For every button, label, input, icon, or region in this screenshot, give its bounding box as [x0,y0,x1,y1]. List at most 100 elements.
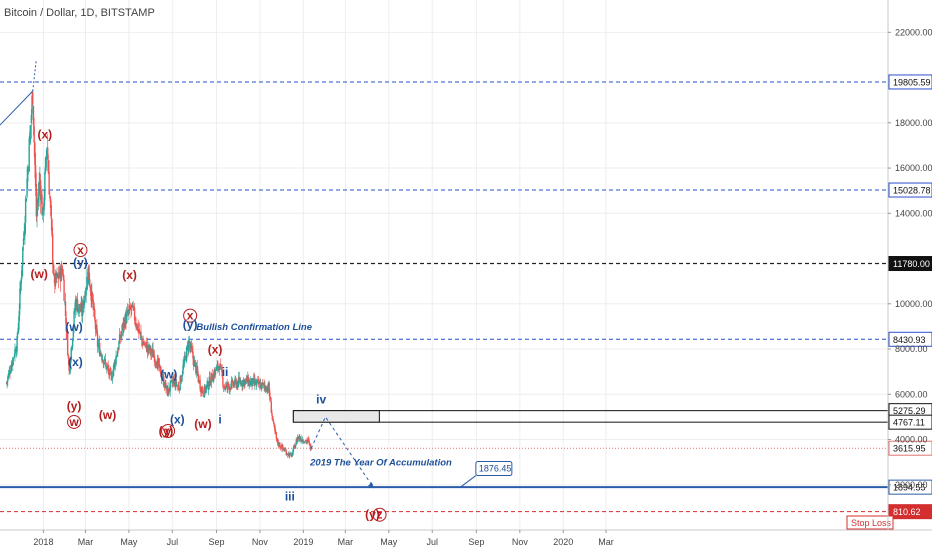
candle-body [86,279,89,282]
level-badge [888,440,932,456]
candle-body [190,344,192,348]
candle-body [82,300,85,309]
candle-body [160,367,162,377]
candle-body [128,310,130,314]
candle-body [55,272,57,280]
wave-label: i [218,413,221,427]
candle-body [282,444,284,449]
wave-label: (y) [183,318,198,332]
candle-body [26,178,28,197]
candle-body [61,271,64,275]
candle-body [195,365,198,373]
candle-body [71,346,73,350]
candle-body [64,301,66,303]
candle-body [178,389,181,391]
candle-body [242,380,244,387]
candle-body [69,361,72,371]
candle-body [38,182,40,196]
candle-body [249,380,251,385]
candle-body [202,395,205,397]
candle-body [103,358,106,362]
candle-body [264,385,267,390]
candle-body [306,439,309,442]
candle-body [164,381,166,388]
candle-body [49,198,52,209]
candle-body [279,446,282,448]
candle-body [257,379,260,385]
level-badge [888,182,932,198]
candle-body [217,363,219,369]
candle-body [76,299,79,312]
candle-body [106,365,109,368]
candle-body [231,379,233,381]
candle-body [165,383,167,389]
candle-body [272,415,274,420]
candle-body [276,438,278,440]
candle-body [253,378,255,384]
candle-body [102,360,104,365]
candle-body [65,317,67,332]
candle-body [294,445,296,449]
candle-body [115,355,117,365]
candle-body [289,453,291,457]
candle-body [292,447,295,452]
candle-body [73,311,75,328]
callout-label: 1876.45 [479,464,512,474]
candle-body [40,194,43,203]
candle-body [223,386,226,389]
candle-body [178,386,180,390]
y-tick-label: 22000.00 [895,27,932,37]
candle-body [120,335,122,338]
candle-body [183,363,185,367]
candle-body [216,364,218,367]
candle-body [130,309,132,311]
candle-body [110,371,112,376]
wave-circle [73,243,88,258]
wave-label: iii [285,490,295,504]
candle-body [77,308,80,313]
candle-body [265,389,268,392]
candle-body [49,195,51,199]
candle-body [248,380,250,387]
candle-body [32,92,34,105]
candle-body [148,344,150,349]
y-tick-label: 8000.00 [895,344,928,354]
candle-body [261,382,263,389]
candle-body [227,383,230,387]
wave-label: ii [222,365,229,379]
candle-body [157,359,159,361]
candle-body [146,344,149,352]
candle-body [267,383,270,392]
level-label: 11780.00 [893,259,930,269]
candle-body [288,453,290,457]
candle-body [132,304,134,309]
candle-body [202,390,204,395]
x-tick-label: Sep [208,537,224,547]
candle-body [11,363,13,366]
candle-body [18,310,20,322]
candle-body [278,442,280,446]
candle-body [54,272,57,286]
candle-body [122,322,124,329]
candle-body [44,172,46,200]
candle-body [222,377,224,386]
candle-body [284,449,287,451]
candle-body [274,430,277,433]
candle-body [155,362,157,366]
candle-body [262,383,265,384]
candle-body [262,382,264,384]
candle-body [252,378,254,386]
candle-body [84,295,86,303]
candle-body [79,309,82,312]
candle-body [114,361,117,365]
candle-body [42,207,44,216]
candle-body [131,304,133,308]
candle-body [260,382,263,389]
candle-body [296,436,299,442]
candle-body [258,382,260,384]
candle-body [274,425,276,432]
candle-body [116,351,119,357]
candle-body [47,147,49,159]
candle-body [175,384,178,386]
candle-body [149,346,151,351]
